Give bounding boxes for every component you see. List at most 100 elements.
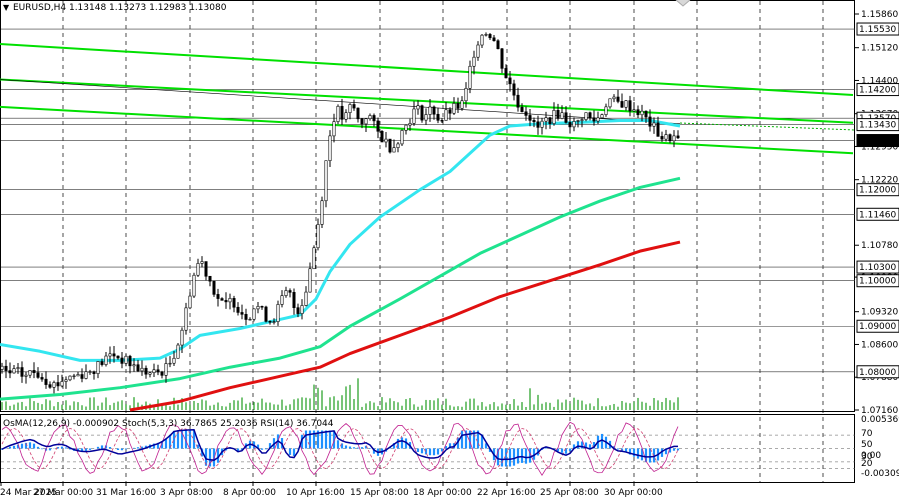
candle-body [496,40,500,50]
candle-body [376,120,380,132]
time-label: 25 Apr 08:00 [540,488,599,497]
candle-body [304,291,308,306]
candle-body [80,374,84,379]
candle-body [632,109,636,112]
candle-body [524,111,528,116]
candle-body [552,110,556,124]
candle-body [168,362,172,365]
time-label: 24 Mar 2025 [0,488,57,497]
candle-body [28,370,32,376]
candle-body [252,308,256,320]
candle-body [648,116,652,127]
level-box [856,260,899,274]
main-pane-frame [0,0,855,412]
candle-body [16,367,20,369]
time-label: 22 Apr 16:00 [477,488,536,497]
level-label: 1.09000 [859,322,896,332]
candle-body [660,136,664,140]
candle-body [472,56,476,67]
ema-mid-line [0,176,681,401]
ema-fast-line [0,119,681,362]
candle-body [104,355,108,365]
candle-body [32,370,36,374]
indicator-axis-label: 0.005369 [861,415,899,425]
candle-body [544,117,548,122]
candle-body [320,200,324,225]
candle-body [40,377,44,380]
candle-body [264,306,268,322]
volume-bars [1,378,679,410]
candle-body [620,101,624,108]
candle-body [580,119,584,121]
candle-body [152,369,156,374]
stoch-main-line [1,421,679,476]
candle-body [220,298,224,301]
price-candles [0,32,680,394]
candle-body [344,112,348,120]
candle-body [144,367,148,375]
candle-body [72,375,76,378]
candle-body [4,365,8,371]
candle-body [184,307,188,331]
candle-body [548,117,552,124]
candle-body [60,381,64,387]
candle-body [676,135,680,139]
indicator-axis-label: 50 [861,440,873,450]
level-box [856,207,899,221]
candle-body [120,357,124,364]
candle-body [480,34,484,46]
candle-body [84,371,88,379]
candle-body [420,105,424,121]
candle-body [384,138,388,143]
candle-body [540,120,544,128]
level-label: 1.15530 [859,25,896,35]
candle-body [556,110,560,119]
candle-body [356,107,360,120]
trend-channel-lines [0,43,854,155]
candle-body [656,122,660,137]
level-box [856,274,899,288]
candle-body [148,372,152,375]
candle-body [424,114,428,121]
level-label: 1.08000 [859,368,896,378]
candle-body [404,124,408,131]
shift-marker-icon[interactable] [675,0,691,7]
candle-body [508,77,512,85]
candle-body [280,295,284,305]
candle-body [124,355,128,364]
projection-line [679,122,856,131]
candle-body [212,280,216,295]
level-label: 1.13430 [859,121,896,131]
candle-body [436,113,440,121]
candle-body [44,378,48,385]
candle-body [464,88,468,102]
candle-body [112,353,116,357]
time-label: 8 Apr 00:00 [223,488,276,497]
candle-body [396,143,400,148]
trendline [0,79,681,124]
candle-body [160,371,164,376]
candle-body [228,298,232,303]
time-label: 31 Mar 16:00 [96,488,156,497]
candle-body [236,306,240,313]
collapse-arrow-icon[interactable]: ▼ [3,3,10,12]
ema-slow-line [129,240,681,412]
candle-body [476,44,480,58]
candle-body [528,115,532,121]
candle-body [200,261,204,264]
candle-body [108,353,112,357]
candle-body [292,292,296,308]
candle-body [20,367,24,377]
candle-body [624,100,628,108]
candle-body [64,379,68,382]
candle-body [204,261,208,277]
price-axis: 1.158601.151201.144001.136701.129501.122… [855,10,899,416]
candle-body [576,120,580,122]
candle-body [588,112,592,119]
candle-body [188,295,192,309]
candle-body [364,118,368,125]
time-label: 30 Apr 00:00 [604,488,663,497]
